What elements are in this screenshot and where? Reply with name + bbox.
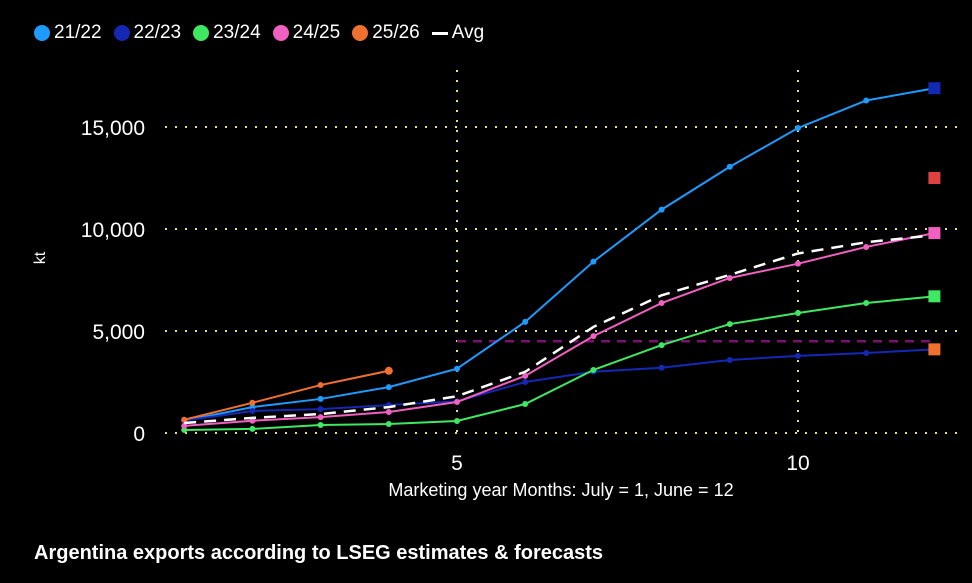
- data-point: [385, 408, 392, 415]
- data-point: [317, 382, 324, 389]
- data-point: [795, 310, 801, 317]
- series-line-Avg: [184, 233, 935, 425]
- legend-marker: [272, 25, 289, 41]
- data-point: [522, 401, 529, 408]
- data-point: [317, 414, 324, 421]
- data-point: [181, 422, 188, 429]
- legend-label: 24/25: [292, 22, 341, 43]
- data-point: [590, 366, 597, 373]
- end-marker: [928, 172, 941, 184]
- data-point: [863, 300, 870, 307]
- data-point: [726, 321, 733, 328]
- legend-label: 21/22: [54, 22, 102, 43]
- legend-label: 25/26: [372, 22, 420, 43]
- legend-marker: [193, 25, 210, 41]
- legend-item[interactable]: Avg: [431, 22, 485, 44]
- data-point: [590, 333, 597, 340]
- data-point: [454, 398, 460, 405]
- data-point: [317, 406, 324, 413]
- legend-item[interactable]: 22/23: [113, 22, 182, 44]
- data-point: [726, 163, 733, 170]
- series-line-25-26: [183, 369, 390, 421]
- y-tick-label: 15,000: [81, 117, 145, 140]
- data-point: [385, 421, 392, 428]
- end-marker: [928, 227, 941, 240]
- series-line-24-25: [184, 232, 935, 427]
- series-line-21-22: [184, 87, 935, 422]
- legend-marker: [34, 25, 50, 41]
- data-point: [317, 395, 324, 402]
- data-point: [522, 372, 529, 379]
- legend-label: 23/24: [213, 22, 261, 43]
- data-point: [249, 399, 256, 406]
- data-point: [249, 407, 256, 414]
- data-point: [795, 125, 801, 132]
- data-point: [863, 243, 870, 250]
- series-line-23-24: [184, 295, 935, 431]
- legend-item[interactable]: 25/26: [352, 22, 420, 44]
- data-point: [658, 364, 665, 371]
- legend-marker: [431, 31, 448, 35]
- legend-item[interactable]: 21/22: [34, 22, 102, 44]
- data-point: [454, 365, 460, 372]
- end-marker: [928, 343, 941, 356]
- data-point: [863, 350, 870, 357]
- legend-label: Avg: [451, 22, 485, 43]
- legend-item[interactable]: 24/25: [272, 22, 341, 44]
- data-point: [658, 206, 665, 213]
- x-axis-label: Marketing year Months: July = 1, June = …: [388, 480, 733, 500]
- chart-footer: Argentina exports according to LSEG esti…: [34, 542, 604, 564]
- data-point: [249, 425, 256, 432]
- x-tick-label: 10: [786, 452, 809, 475]
- data-point: [726, 356, 733, 363]
- data-point: [658, 342, 665, 349]
- data-point: [522, 318, 529, 325]
- data-point: [181, 416, 188, 423]
- legend-item[interactable]: 23/24: [193, 22, 261, 44]
- data-point: [384, 366, 393, 375]
- data-point: [317, 422, 324, 429]
- legend: 21/22 22/23 23/24 24/25 25/26 Avg: [34, 22, 484, 44]
- y-tick-label: 10,000: [81, 219, 145, 242]
- data-point: [863, 97, 870, 104]
- data-point: [590, 258, 597, 265]
- series-line-22-23: [184, 348, 935, 422]
- data-point: [795, 260, 801, 267]
- data-point: [385, 384, 392, 391]
- y-tick-label: 5,000: [92, 321, 145, 344]
- y-axis-label: kt: [32, 251, 49, 264]
- data-point: [454, 417, 460, 424]
- legend-label: 22/23: [133, 22, 182, 43]
- legend-marker: [352, 25, 369, 41]
- x-tick-label: 5: [451, 452, 463, 475]
- data-point: [658, 300, 665, 307]
- data-point: [522, 379, 529, 385]
- data-point: [726, 274, 733, 281]
- end-marker: [928, 82, 941, 95]
- data-point: [795, 352, 801, 359]
- legend-marker: [113, 25, 130, 41]
- y-tick-label: 0: [133, 423, 145, 446]
- end-marker: [928, 290, 941, 303]
